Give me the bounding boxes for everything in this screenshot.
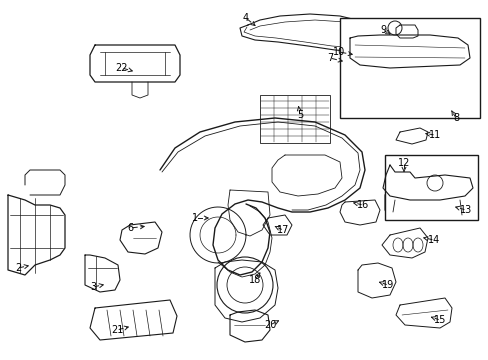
Text: 10: 10 bbox=[332, 47, 345, 57]
Text: 5: 5 bbox=[296, 110, 303, 120]
Text: 9: 9 bbox=[379, 25, 385, 35]
Text: 8: 8 bbox=[452, 113, 458, 123]
Text: 4: 4 bbox=[243, 13, 248, 23]
Text: 13: 13 bbox=[459, 205, 471, 215]
Text: 6: 6 bbox=[127, 223, 133, 233]
Text: 7: 7 bbox=[326, 53, 332, 63]
Text: 12: 12 bbox=[397, 158, 409, 168]
Text: 19: 19 bbox=[381, 280, 393, 290]
Text: 17: 17 bbox=[276, 225, 288, 235]
Text: 18: 18 bbox=[248, 275, 261, 285]
Text: 1: 1 bbox=[192, 213, 198, 223]
Text: 11: 11 bbox=[428, 130, 440, 140]
Text: 14: 14 bbox=[427, 235, 439, 245]
Text: 16: 16 bbox=[356, 200, 368, 210]
Text: 20: 20 bbox=[263, 320, 276, 330]
Text: 21: 21 bbox=[111, 325, 123, 335]
Text: 15: 15 bbox=[433, 315, 445, 325]
Text: 2: 2 bbox=[15, 263, 21, 273]
Text: 22: 22 bbox=[116, 63, 128, 73]
Bar bbox=[384, 155, 477, 220]
Bar bbox=[339, 18, 479, 118]
Bar bbox=[260, 95, 329, 143]
Text: 3: 3 bbox=[90, 282, 96, 292]
